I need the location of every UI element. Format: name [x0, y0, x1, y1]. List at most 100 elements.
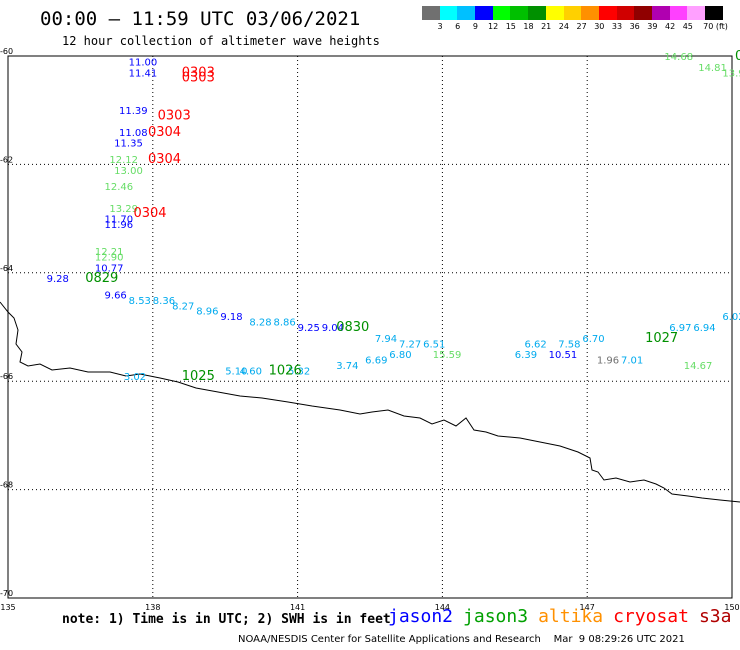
- antarctic-coastline: [0, 301, 740, 503]
- color-scale-label: 24: [558, 22, 569, 31]
- wave-height-label: 7.01: [621, 356, 643, 367]
- wave-height-label: 7.27: [399, 339, 421, 350]
- wave-height-label: 15.59: [433, 350, 462, 361]
- wave-height-label: 8.53: [129, 296, 151, 307]
- map-title: 00:00 — 11:59 UTC 03/06/2021: [40, 8, 361, 30]
- color-scale-label: 45: [682, 22, 693, 31]
- wave-height-label: 11.41: [129, 68, 158, 79]
- color-scale-bar: [422, 6, 723, 20]
- satellite-jason2: jason2: [388, 606, 454, 627]
- color-swatch: [528, 6, 546, 20]
- wave-height-label: 8.28: [249, 318, 271, 329]
- color-swatch: [651, 6, 670, 20]
- wave-height-label: 6.80: [389, 350, 411, 361]
- color-scale-label: 39: [647, 22, 658, 31]
- map-subtitle: 12 hour collection of altimeter wave hei…: [62, 34, 380, 48]
- color-scale-label: 27: [576, 22, 587, 31]
- wave-height-label: 11.70: [105, 215, 134, 226]
- units-note: note: 1) Time is in UTC; 2) SWH is in fe…: [62, 612, 391, 627]
- color-swatch: [581, 6, 599, 20]
- wave-height-label: 3.74: [336, 361, 358, 372]
- color-swatch: [563, 6, 582, 20]
- color-scale-label: 21: [541, 22, 552, 31]
- observation-time-label: 0829: [85, 271, 118, 286]
- plot-border: [7, 55, 733, 599]
- satellite-cryosat: cryosat: [613, 606, 689, 627]
- color-swatch: [422, 6, 440, 20]
- wave-height-label: 11.00: [129, 57, 158, 68]
- color-scale-label: 6: [455, 22, 461, 31]
- wave-height-label: 3.02: [124, 372, 146, 383]
- wave-height-label: 5.10: [225, 366, 247, 377]
- wave-height-label: 8.36: [153, 296, 175, 307]
- color-swatch: [510, 6, 529, 20]
- satellite-legend: jason2 jason3 altika cryosat s3a: [388, 606, 740, 627]
- wave-height-label: 10.77: [95, 263, 124, 274]
- wave-height-label: 12.46: [105, 182, 134, 193]
- satellite-altika: altika: [538, 606, 604, 627]
- latitude-tick-label: -64: [0, 264, 13, 273]
- wave-height-label: 9.28: [47, 274, 69, 285]
- wave-height-label: 12.12: [109, 155, 138, 166]
- latitude-tick-label: -62: [0, 155, 13, 164]
- latitude-tick-label: -70: [0, 589, 13, 598]
- observation-time-label: 0303: [182, 71, 215, 86]
- color-scale-label: 36: [629, 22, 640, 31]
- latitude-tick-label: -68: [0, 481, 13, 490]
- observation-time-label: 0304: [133, 206, 166, 221]
- wave-height-label: 8.27: [172, 301, 194, 312]
- color-swatch: [669, 6, 688, 20]
- color-scale-label: 9: [472, 22, 478, 31]
- wave-height-label: 1.96: [597, 356, 619, 367]
- wave-height-label: 12.90: [95, 253, 124, 264]
- observation-time-label: 0303: [158, 109, 191, 124]
- color-swatch: [687, 6, 705, 20]
- wave-height-label: 6.51: [423, 339, 445, 350]
- latitude-tick-label: -66: [0, 372, 13, 381]
- observation-time-label: 0304: [148, 152, 181, 167]
- lat-lon-grid: -60 -62 -64 -66 -68 -70 135 138 141 144 147 150: [0, 47, 740, 612]
- color-swatch: [616, 6, 635, 20]
- color-swatch: [598, 6, 617, 20]
- wave-height-label: 14.68: [664, 52, 693, 63]
- wave-height-label: 6.94: [693, 323, 715, 334]
- color-scale-label: 42: [665, 22, 676, 31]
- color-scale-label: 30: [594, 22, 605, 31]
- latitude-tick-label: -60: [0, 47, 13, 56]
- longitude-tick-label: 147: [580, 603, 595, 612]
- color-swatch: [634, 6, 652, 20]
- wave-height-label: 6.02: [722, 312, 740, 323]
- longitude-tick-label: 144: [435, 603, 450, 612]
- wave-height-label: 6.62: [524, 339, 546, 350]
- wave-height-label: 8.86: [273, 318, 295, 329]
- wave-height-label: 5.32: [288, 366, 310, 377]
- observation-time-label: 1025: [182, 369, 215, 384]
- color-scale-label: 33: [611, 22, 623, 31]
- observation-time-label: 0304: [148, 125, 181, 140]
- wave-height-label: 13.90: [722, 68, 740, 79]
- color-swatch: [492, 6, 511, 20]
- color-swatch: [705, 6, 723, 20]
- longitude-tick-label: 141: [290, 603, 305, 612]
- color-scale-label: 18: [523, 22, 534, 31]
- observation-time-label: 0830: [336, 320, 369, 335]
- color-scale-label: 70 (ft): [703, 22, 728, 31]
- wave-height-label: 14.81: [698, 63, 727, 74]
- longitude-tick-label: 138: [145, 603, 160, 612]
- color-swatch: [545, 6, 564, 20]
- longitude-tick-label: 135: [0, 603, 15, 612]
- satellite-s3a: s3a: [698, 606, 732, 627]
- credit-line: NOAA/NESDIS Center for Satellite Applica…: [238, 634, 685, 645]
- wave-height-label: 8.96: [196, 307, 218, 318]
- wave-height-label: 6.69: [365, 356, 387, 367]
- observation-time-label: 1027: [645, 331, 678, 346]
- color-swatch: [439, 6, 458, 20]
- wave-height-label: 13.00: [114, 166, 143, 177]
- wave-height-label: 7.94: [375, 334, 397, 345]
- color-scale-label: 15: [505, 22, 516, 31]
- wave-height-label: 9.25: [298, 323, 320, 334]
- wave-height-label: 14.67: [684, 361, 713, 372]
- wave-height-label: 9.66: [105, 290, 127, 301]
- wave-height-label: 12.21: [95, 247, 124, 258]
